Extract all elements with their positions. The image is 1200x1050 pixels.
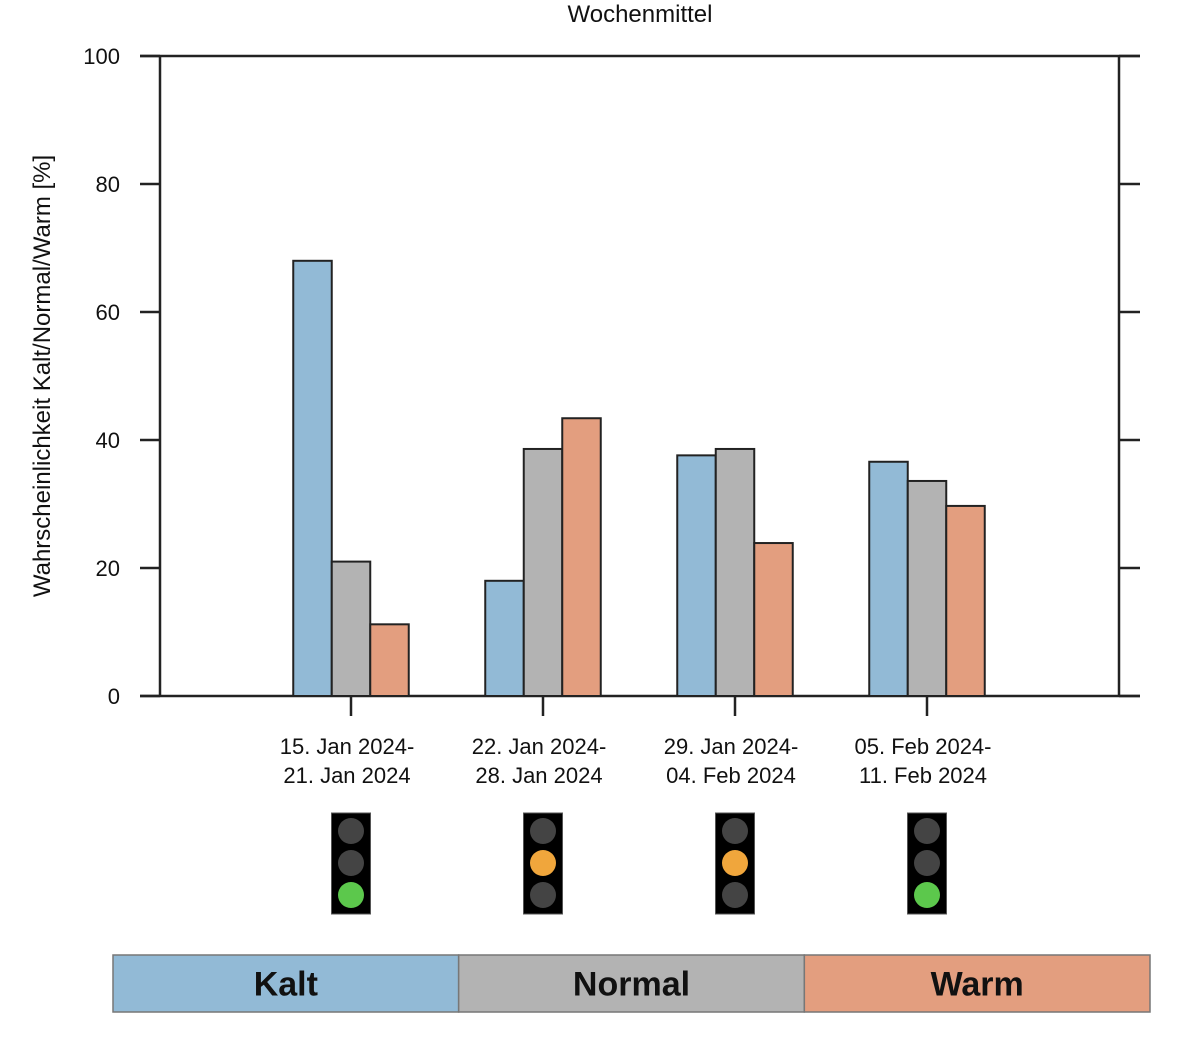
traffic-lights [331,812,947,915]
legend-swatch-normal [457,954,806,1013]
traffic-light-icon [907,812,947,915]
x-tick-label: 21. Jan 2024 [283,763,410,788]
y-tick-label: 60 [96,300,120,325]
traffic-light-lamp-red [338,818,364,844]
bar-kalt-4 [868,460,909,698]
x-tick-label: 05. Feb 2024- [855,734,992,759]
x-tick-label: 22. Jan 2024- [472,734,607,759]
traffic-light-icon [715,812,755,915]
traffic-light-lamp-orange [530,850,556,876]
bar-kalt-1 [292,259,333,697]
chart-title: Wochenmittel [568,1,713,28]
bar-normal-1 [330,560,372,697]
bar-normal-3 [714,447,756,697]
legend-label-kalt: Kalt [254,966,318,1004]
x-tick-label: 15. Jan 2024- [280,734,415,759]
traffic-light-icon [523,812,563,915]
legend-label-normal: Normal [573,966,690,1004]
y-axis-label: Wahrscheinlichkeit Kalt/Normal/Warm [%] [29,155,56,597]
legend-label-warm: Warm [931,966,1024,1004]
traffic-light-lamp-green [914,882,940,908]
legend-swatch-kalt [112,954,460,1013]
bar-warm-2 [561,417,602,697]
y-tick-label: 0 [108,684,120,709]
bar-kalt-2 [484,579,525,697]
bar-warm-1 [369,623,410,698]
legend-swatch-warm [803,954,1151,1013]
traffic-light-lamp-green [530,882,556,908]
x-tick-label: 29. Jan 2024- [664,734,799,759]
traffic-light-lamp-green [722,882,748,908]
x-tick-label: 04. Feb 2024 [666,763,796,788]
bars [292,259,986,698]
legend: Kalt Normal Warm [112,954,1151,1013]
traffic-light-icon [331,812,371,915]
y-tick-label: 100 [83,44,120,69]
bar-kalt-3 [676,454,717,697]
traffic-light-lamp-red [530,818,556,844]
x-ticks: 15. Jan 2024- 21. Jan 2024 22. Jan 2024- 28… [280,696,992,788]
traffic-light-lamp-green [338,882,364,908]
y-tick-label: 20 [96,556,120,581]
bar-warm-4 [945,504,986,698]
traffic-light-lamp-red [722,818,748,844]
bar-normal-2 [522,447,564,697]
traffic-light-lamp-orange [722,850,748,876]
y-tick-label: 40 [96,428,120,453]
x-tick-label: 11. Feb 2024 [859,763,987,788]
traffic-light-lamp-orange [338,850,364,876]
bar-warm-3 [753,542,794,697]
bar-normal-4 [906,479,948,697]
x-tick-label: 28. Jan 2024 [475,763,602,788]
y-tick-label: 80 [96,172,120,197]
traffic-light-lamp-red [914,818,940,844]
traffic-light-lamp-orange [914,850,940,876]
